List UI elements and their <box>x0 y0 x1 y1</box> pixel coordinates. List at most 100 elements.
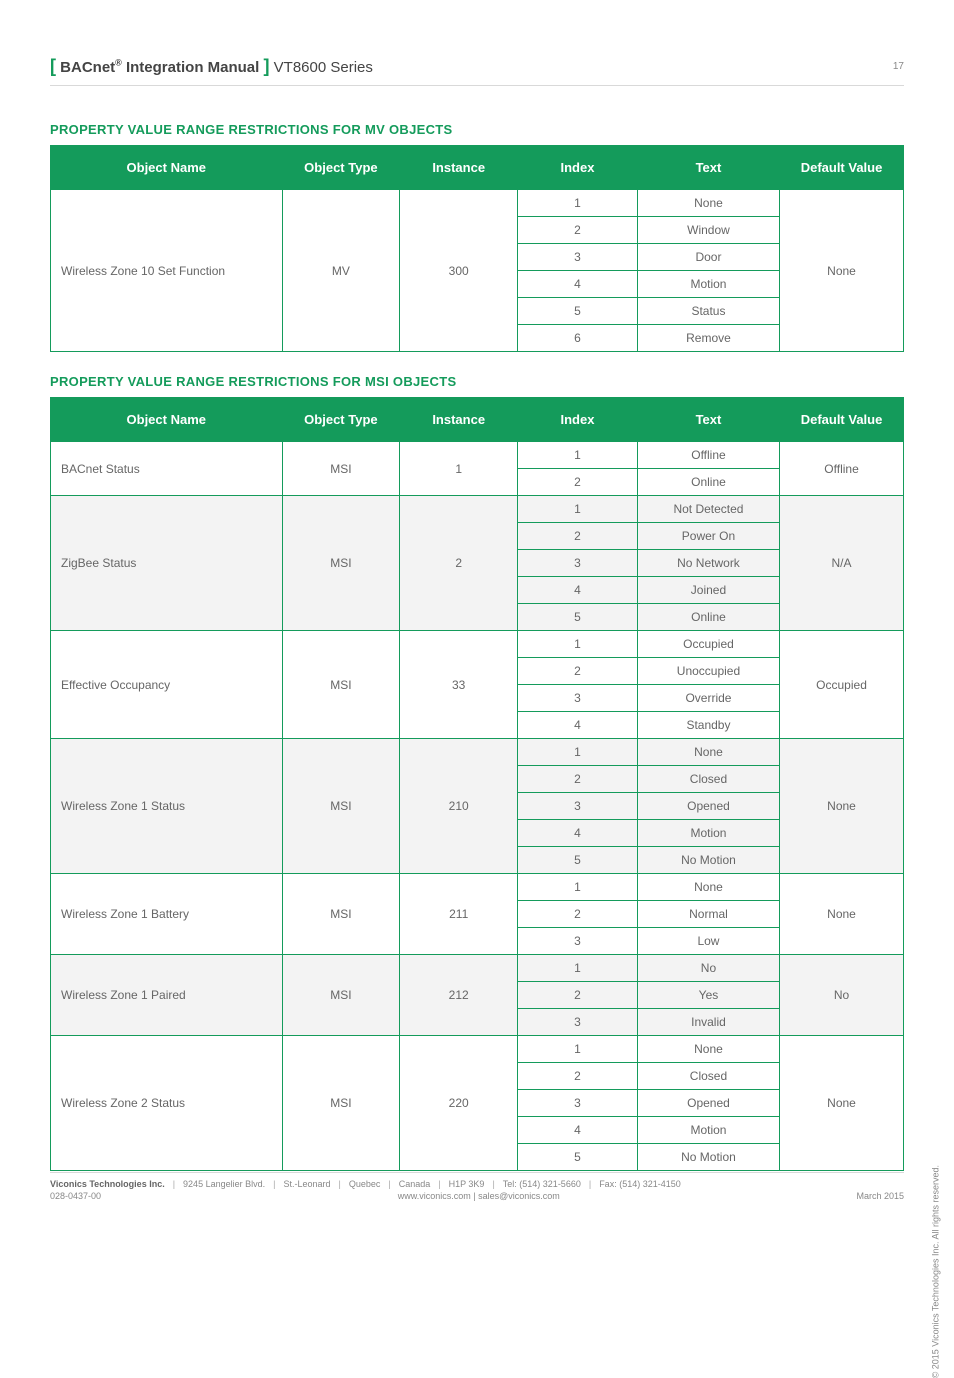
cell-index: 4 <box>518 820 638 847</box>
col-text: Text <box>637 146 779 190</box>
cell-object-type: MSI <box>282 739 400 874</box>
cell-text: Closed <box>637 1063 779 1090</box>
footer-province: Quebec <box>349 1179 381 1189</box>
cell-object-name: ZigBee Status <box>51 496 283 631</box>
page-number: 17 <box>893 61 904 72</box>
footer-doc-num: 028-0437-00 <box>50 1191 101 1201</box>
cell-text: Window <box>637 217 779 244</box>
cell-object-name: Wireless Zone 1 Battery <box>51 874 283 955</box>
cell-object-type: MSI <box>282 874 400 955</box>
cell-object-type: MSI <box>282 1036 400 1171</box>
footer-company: Viconics Technologies Inc. <box>50 1179 165 1189</box>
footer-tel: Tel: (514) 321-5660 <box>503 1179 581 1189</box>
cell-index: 3 <box>518 685 638 712</box>
col-default: Default Value <box>780 146 904 190</box>
cell-text: Motion <box>637 271 779 298</box>
cell-index: 2 <box>518 469 638 496</box>
footer-city: St.-Leonard <box>283 1179 330 1189</box>
reg-mark: ® <box>115 58 122 68</box>
cell-index: 3 <box>518 550 638 577</box>
cell-object-type: MSI <box>282 496 400 631</box>
page-footer: Viconics Technologies Inc.| 9245 Langeli… <box>50 1172 904 1201</box>
footer-web: www.viconics.com | sales@viconics.com <box>398 1191 560 1201</box>
cell-default: None <box>780 874 904 955</box>
cell-index: 6 <box>518 325 638 352</box>
cell-index: 2 <box>518 982 638 1009</box>
col-object-type: Object Type <box>282 146 400 190</box>
cell-object-name: Wireless Zone 1 Paired <box>51 955 283 1036</box>
cell-index: 5 <box>518 1144 638 1171</box>
cell-text: Online <box>637 604 779 631</box>
cell-text: Normal <box>637 901 779 928</box>
cell-index: 1 <box>518 442 638 469</box>
cell-default: Offline <box>780 442 904 496</box>
cell-text: Not Detected <box>637 496 779 523</box>
footer-country: Canada <box>399 1179 431 1189</box>
cell-index: 4 <box>518 577 638 604</box>
cell-index: 3 <box>518 244 638 271</box>
cell-text: No Motion <box>637 1144 779 1171</box>
table-header-row: Object Name Object Type Instance Index T… <box>51 398 904 442</box>
table-row: Wireless Zone 10 Set FunctionMV3001NoneN… <box>51 190 904 217</box>
cell-index: 5 <box>518 847 638 874</box>
cell-object-type: MV <box>282 190 400 352</box>
col-object-name: Object Name <box>51 398 283 442</box>
title-series: VT8600 Series <box>270 59 373 76</box>
cell-text: Joined <box>637 577 779 604</box>
cell-index: 1 <box>518 1036 638 1063</box>
cell-index: 3 <box>518 928 638 955</box>
cell-index: 1 <box>518 631 638 658</box>
cell-default: N/A <box>780 496 904 631</box>
cell-text: Invalid <box>637 1009 779 1036</box>
cell-text: Power On <box>637 523 779 550</box>
cell-index: 1 <box>518 739 638 766</box>
cell-index: 1 <box>518 955 638 982</box>
cell-text: Motion <box>637 820 779 847</box>
cell-text: Occupied <box>637 631 779 658</box>
cell-index: 1 <box>518 874 638 901</box>
cell-instance: 1 <box>400 442 518 496</box>
cell-text: No Network <box>637 550 779 577</box>
cell-text: No <box>637 955 779 982</box>
cell-index: 4 <box>518 712 638 739</box>
cell-index: 5 <box>518 298 638 325</box>
cell-index: 2 <box>518 523 638 550</box>
footer-address: 9245 Langelier Blvd. <box>183 1179 265 1189</box>
cell-object-name: Wireless Zone 2 Status <box>51 1036 283 1171</box>
cell-index: 5 <box>518 604 638 631</box>
cell-text: Override <box>637 685 779 712</box>
cell-object-type: MSI <box>282 955 400 1036</box>
cell-text: Opened <box>637 1090 779 1117</box>
mv-table: Object Name Object Type Instance Index T… <box>50 145 904 352</box>
col-index: Index <box>518 398 638 442</box>
cell-default: None <box>780 190 904 352</box>
footer-line-1: Viconics Technologies Inc.| 9245 Langeli… <box>50 1172 904 1189</box>
cell-text: Online <box>637 469 779 496</box>
cell-text: Closed <box>637 766 779 793</box>
cell-text: None <box>637 739 779 766</box>
cell-text: Standby <box>637 712 779 739</box>
col-default: Default Value <box>780 398 904 442</box>
col-text: Text <box>637 398 779 442</box>
cell-text: Status <box>637 298 779 325</box>
cell-default: No <box>780 955 904 1036</box>
col-instance: Instance <box>400 398 518 442</box>
cell-default: None <box>780 1036 904 1171</box>
cell-index: 2 <box>518 658 638 685</box>
table-header-row: Object Name Object Type Instance Index T… <box>51 146 904 190</box>
cell-index: 1 <box>518 190 638 217</box>
cell-instance: 220 <box>400 1036 518 1171</box>
cell-object-name: Wireless Zone 10 Set Function <box>51 190 283 352</box>
table-row: Wireless Zone 1 PairedMSI2121NoNo <box>51 955 904 982</box>
col-instance: Instance <box>400 146 518 190</box>
cell-text: Door <box>637 244 779 271</box>
cell-text: Yes <box>637 982 779 1009</box>
cell-index: 3 <box>518 1090 638 1117</box>
cell-index: 2 <box>518 766 638 793</box>
cell-text: Motion <box>637 1117 779 1144</box>
cell-object-type: MSI <box>282 631 400 739</box>
cell-object-type: MSI <box>282 442 400 496</box>
cell-index: 1 <box>518 496 638 523</box>
cell-text: Offline <box>637 442 779 469</box>
col-object-type: Object Type <box>282 398 400 442</box>
